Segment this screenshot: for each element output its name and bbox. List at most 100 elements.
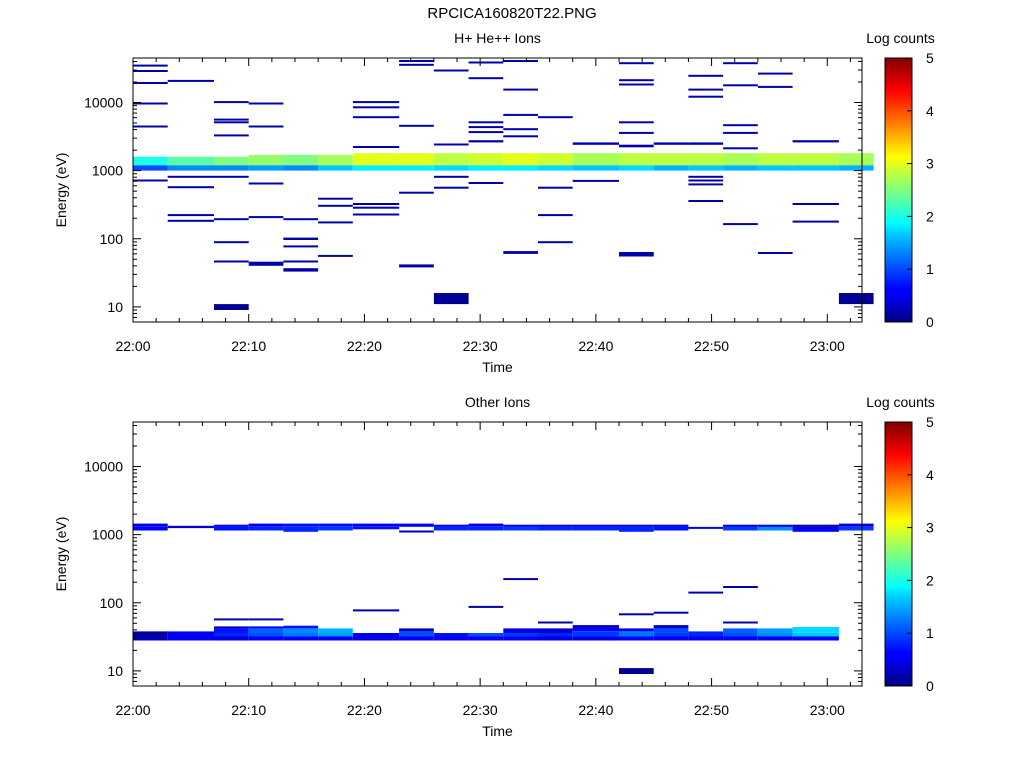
heatmap-cell [503,88,538,91]
heatmap-cell [283,633,319,637]
heatmap-cell [538,241,573,244]
heatmap-cell [214,628,249,633]
heatmap-cell [399,63,434,66]
heatmap-cell [133,64,168,67]
heatmap-cell [468,605,504,608]
plot-frame [132,421,863,687]
heatmap-cell [688,142,724,145]
heatmap-cell [688,631,724,637]
x-tick-label: 23:00 [810,338,845,354]
heatmap-cell [248,633,284,637]
heatmap-cell [433,524,469,527]
heatmap-cell [133,631,168,637]
heatmap-cell [757,252,793,254]
heatmap-cell [352,609,400,612]
heatmap-cell [133,125,168,128]
heatmap-cell [619,636,654,641]
heatmap-cell [399,628,434,632]
colorbar-tick-label: 2 [926,208,934,224]
panel-title: H+ He++ Ions [454,30,541,46]
x-tick-label: 22:10 [231,702,266,718]
heatmap-cell [653,153,689,166]
y-tick-label: 10 [107,663,123,679]
heatmap-cell [572,625,619,628]
heatmap-cell [283,245,319,248]
heatmap-cell [352,106,400,109]
x-axis: 22:00 22:10 22:20 22:30 22:40 22:50 23:00 [115,422,851,718]
heatmap-cell [133,526,168,531]
heatmap-cell [468,165,504,171]
heatmap-cell [133,82,168,84]
heatmap-cell [619,79,654,82]
x-tick-label: 22:10 [231,338,266,354]
heatmap-cell [214,121,249,124]
heatmap-cell [167,214,214,217]
heatmap-cell [318,221,353,224]
heatmap-cell [792,526,839,532]
heatmap-cell [688,179,724,182]
heatmap-cell [318,636,353,641]
heatmap-cell [399,636,434,641]
colorbar-gradient [884,57,913,323]
heatmap-cell [503,153,538,166]
heatmap-cell [688,74,724,77]
heatmap-cell [572,627,619,632]
heatmap-cell [214,636,249,641]
heatmap-cell [503,526,538,531]
heatmap-cells [133,523,874,674]
x-tick-label: 22:00 [115,338,150,354]
heatmap-cell [688,175,724,178]
heatmap-cell [723,124,758,127]
heatmap-cell [468,633,504,637]
x-tick-label: 22:00 [115,702,150,718]
heatmap-cell [653,524,689,527]
colorbar-tick-label: 4 [926,467,934,483]
heatmap-cell [433,165,469,171]
heatmap-cell [283,154,319,166]
heatmap-cell [352,526,400,530]
heatmap-cell [653,628,689,633]
y-axis-label: Energy (eV) [53,153,69,228]
heatmap-cell [214,524,249,527]
heatmap-cell [723,223,758,226]
heatmap-cell [619,628,654,632]
x-tick-label: 22:40 [578,338,613,354]
heatmap-cell [538,628,573,633]
heatmap-cell [538,524,573,527]
heatmap-cell [619,83,654,86]
heatmap-cell [352,116,400,119]
heatmap-cell [468,153,504,166]
heatmap-cell [572,524,619,527]
heatmap-cell [792,636,839,641]
heatmap-cell [318,197,353,200]
heatmap-cell [723,633,758,637]
heatmap-cell [688,636,724,641]
heatmap-cell [214,260,249,263]
heatmap-cell [352,206,400,209]
plot-frame [132,57,863,323]
heatmap-cell [318,628,353,633]
heatmap-cell [503,636,538,641]
heatmap-cell [503,128,538,131]
heatmap-cell [167,186,214,189]
heatmap-cell [433,153,469,166]
colorbar-tick-label: 4 [926,103,934,119]
heatmap-cell [688,153,724,166]
heatmap-cell [757,526,793,531]
heatmap-cell [248,216,284,219]
x-tick-label: 22:20 [347,338,382,354]
heatmap-cell [838,153,874,166]
heatmap-cell [723,153,758,166]
heatmap-cell [167,631,214,637]
heatmap-cell [619,526,654,532]
heatmap-cell [723,636,758,641]
heatmap-cell [503,165,538,171]
heatmap-cell [352,636,400,641]
heatmap-cell [433,636,469,641]
heatmap-cell [538,636,573,641]
heatmap-cell [283,260,319,263]
colorbar-label: Log counts [866,30,935,46]
x-tick-label: 22:30 [463,702,498,718]
